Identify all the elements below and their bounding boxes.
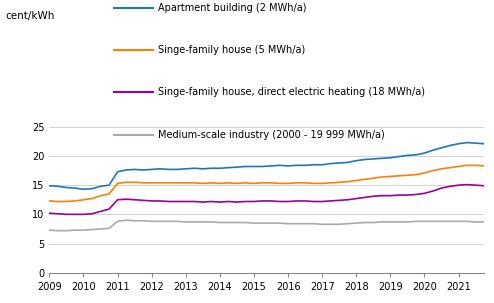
Text: Singe-family house (5 MWh/a): Singe-family house (5 MWh/a) (158, 45, 305, 55)
Text: Apartment building (2 MWh/a): Apartment building (2 MWh/a) (158, 2, 307, 13)
Text: Singe-family house, direct electric heating (18 MWh/a): Singe-family house, direct electric heat… (158, 87, 425, 98)
Text: cent/kWh: cent/kWh (5, 11, 54, 21)
Text: Medium-scale industry (2000 - 19 999 MWh/a): Medium-scale industry (2000 - 19 999 MWh… (158, 130, 385, 140)
